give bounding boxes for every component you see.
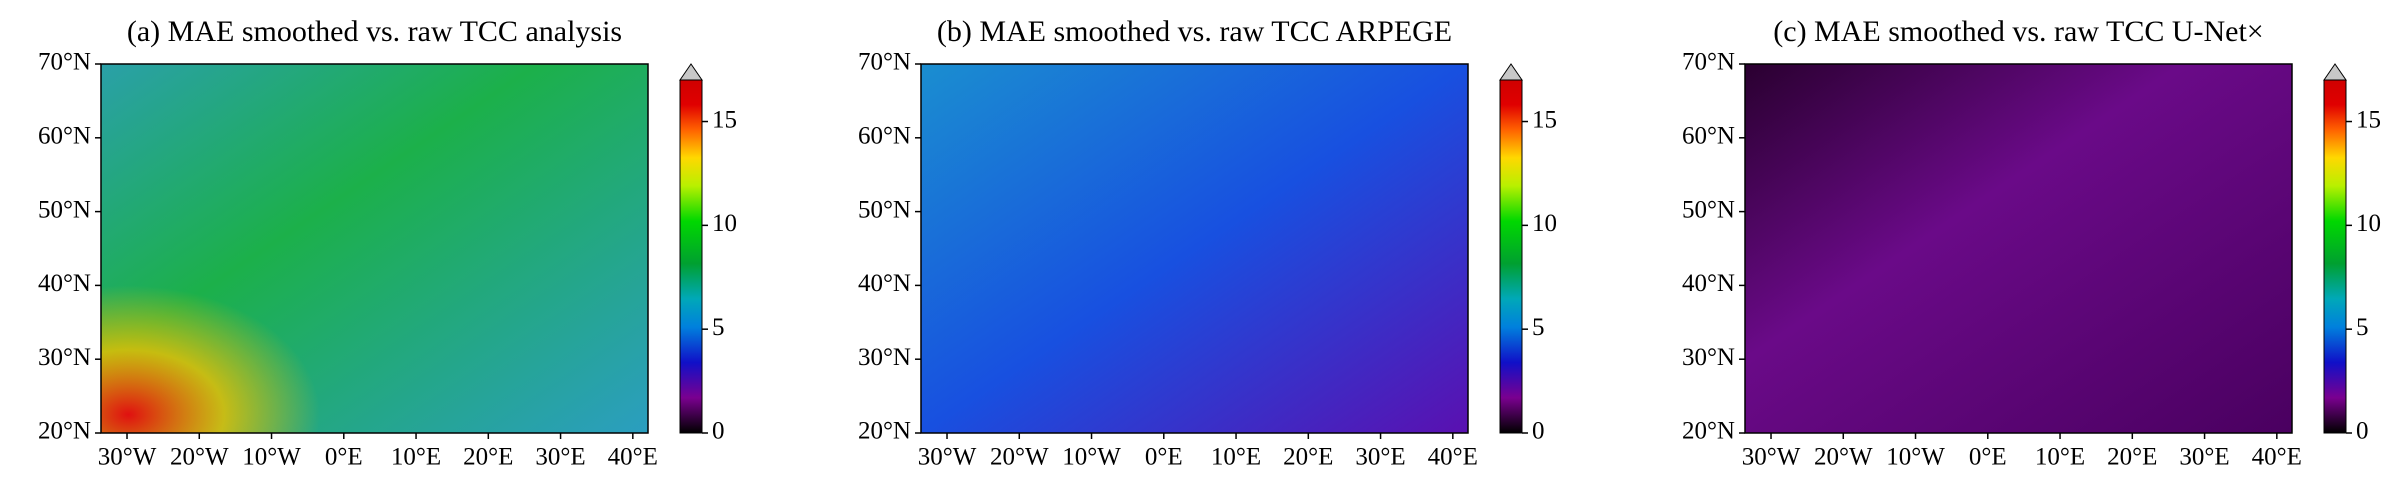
y-tick-label: 70°N <box>858 49 911 76</box>
colorbar-tick-label: 0 <box>712 418 725 445</box>
y-tick-label: 40°N <box>38 270 91 297</box>
x-tick-label: 10°E <box>391 444 441 471</box>
x-tick-label: 20°E <box>463 444 513 471</box>
colorbar-tick-label: 5 <box>2356 314 2369 341</box>
x-tick-label: 10°E <box>1211 444 1261 471</box>
y-tick-label: 60°N <box>858 123 911 150</box>
colorbar-tick-label: 15 <box>712 106 737 133</box>
y-tick-label: 20°N <box>858 418 911 445</box>
y-tick-label: 50°N <box>1682 196 1735 223</box>
y-tick-label: 70°N <box>38 49 91 76</box>
x-tick-label: 0°E <box>1145 444 1183 471</box>
x-tick-label: 20°W <box>170 444 229 471</box>
colorbar-tick-label: 5 <box>712 314 725 341</box>
y-tick-label: 30°N <box>858 344 911 371</box>
x-tick-label: 40°E <box>608 444 658 471</box>
x-tick-label: 30°W <box>98 444 157 471</box>
y-tick-label: 30°N <box>1682 344 1735 371</box>
panel: (c) MAE smoothed vs. raw TCC U-Net× 30°W 2… <box>1682 15 2381 471</box>
colorbar-extend <box>2323 63 2347 81</box>
colorbar-extend <box>1499 63 1523 81</box>
y-tick-label: 60°N <box>1682 123 1735 150</box>
x-tick-label: 0°E <box>325 444 363 471</box>
colorbar-tick-label: 5 <box>1532 314 1545 341</box>
panel: (b) MAE smoothed vs. raw TCC ARPEGE 30°W 2… <box>858 15 1557 471</box>
x-tick-label: 20°E <box>1283 444 1333 471</box>
y-tick-label: 60°N <box>38 123 91 150</box>
map-field-hotspot <box>101 64 648 433</box>
map-frame <box>100 63 649 434</box>
x-tick-label: 30°W <box>1742 444 1801 471</box>
x-tick-label: 30°W <box>918 444 977 471</box>
panels: (a) MAE smoothed vs. raw TCC analysis 30°… <box>38 15 2381 471</box>
colorbar <box>2323 79 2347 434</box>
x-tick-label: 30°E <box>1355 444 1405 471</box>
y-tick-label: 20°N <box>38 418 91 445</box>
colorbar-tick-label: 10 <box>2356 210 2381 237</box>
colorbar-tick-label: 0 <box>2356 418 2369 445</box>
map-frame <box>1744 63 2293 434</box>
map-frame <box>920 63 1469 434</box>
colorbar <box>1499 79 1523 434</box>
map-field <box>921 64 1468 433</box>
map-field <box>1745 64 2292 433</box>
x-tick-label: 10°E <box>2035 444 2085 471</box>
panel-title: (c) MAE smoothed vs. raw TCC U-Net× <box>1773 15 2263 48</box>
colorbar-tick-label: 15 <box>2356 106 2381 133</box>
colorbar <box>679 79 703 434</box>
x-tick-label: 10°W <box>242 444 301 471</box>
x-tick-label: 20°W <box>990 444 1049 471</box>
y-tick-label: 70°N <box>1682 49 1735 76</box>
colorbar-extend <box>679 63 703 81</box>
x-tick-label: 20°E <box>2107 444 2157 471</box>
panel: (a) MAE smoothed vs. raw TCC analysis 30°… <box>38 15 737 471</box>
x-tick-label: 20°W <box>1814 444 1873 471</box>
colorbar-tick-label: 15 <box>1532 106 1557 133</box>
panel-title: (b) MAE smoothed vs. raw TCC ARPEGE <box>937 15 1452 48</box>
x-tick-label: 40°E <box>1428 444 1478 471</box>
x-tick-label: 30°E <box>535 444 585 471</box>
x-tick-label: 0°E <box>1969 444 2007 471</box>
y-tick-label: 40°N <box>1682 270 1735 297</box>
x-tick-label: 10°W <box>1062 444 1121 471</box>
y-tick-label: 50°N <box>858 196 911 223</box>
x-tick-label: 30°E <box>2179 444 2229 471</box>
panel-title: (a) MAE smoothed vs. raw TCC analysis <box>127 15 622 48</box>
y-tick-label: 30°N <box>38 344 91 371</box>
colorbar-tick-label: 10 <box>712 210 737 237</box>
colorbar-tick-label: 0 <box>1532 418 1545 445</box>
y-tick-label: 40°N <box>858 270 911 297</box>
x-tick-label: 40°E <box>2252 444 2302 471</box>
y-tick-label: 20°N <box>1682 418 1735 445</box>
x-tick-label: 10°W <box>1886 444 1945 471</box>
colorbar-tick-label: 10 <box>1532 210 1557 237</box>
y-tick-label: 50°N <box>38 196 91 223</box>
